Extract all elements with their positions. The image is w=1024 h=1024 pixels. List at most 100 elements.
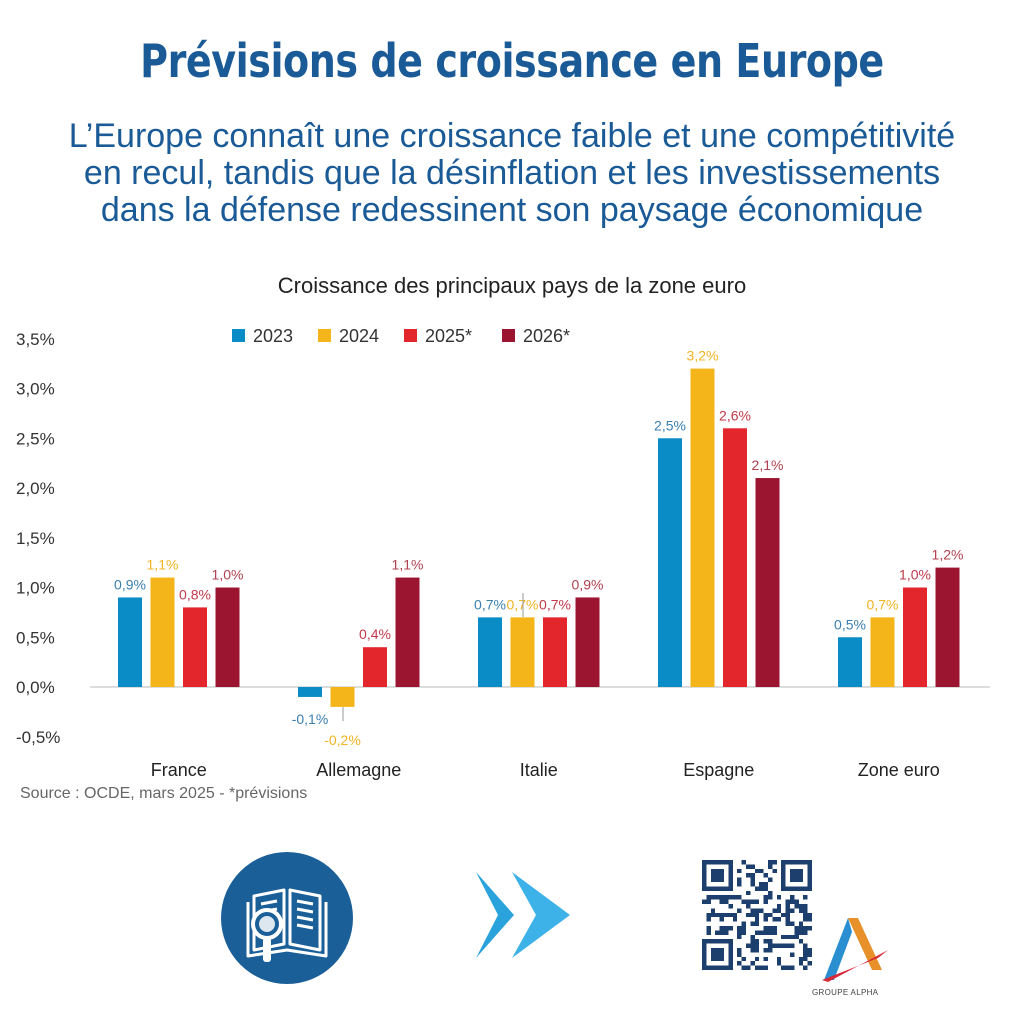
source-note: Source : OCDE, mars 2025 - *prévisions	[20, 785, 308, 802]
qr-module	[772, 917, 777, 922]
qr-module	[785, 934, 790, 940]
qr-module	[754, 917, 760, 922]
qr-module	[750, 908, 755, 913]
qr-module	[763, 873, 768, 878]
data-label: 1,2%	[932, 547, 964, 563]
y-tick-label: 1,5%	[16, 529, 55, 548]
qr-module	[807, 961, 812, 966]
data-label: 0,7%	[539, 596, 571, 612]
bar	[903, 587, 927, 687]
bar	[395, 577, 420, 687]
qr-module	[785, 908, 790, 913]
qr-module	[754, 939, 760, 944]
qr-module	[794, 904, 799, 909]
qr-module	[803, 952, 808, 957]
qr-module	[710, 895, 716, 900]
qr-module	[785, 912, 790, 918]
qr-module	[785, 943, 790, 948]
qr-module	[702, 899, 707, 904]
category-label: Zone euro	[858, 760, 940, 780]
data-label: 0,4%	[359, 626, 391, 642]
qr-module	[728, 912, 733, 918]
qr-module	[803, 917, 808, 922]
data-label: 0,5%	[834, 616, 866, 632]
qr-module	[768, 939, 773, 944]
qr-module	[750, 921, 755, 926]
qr-module	[719, 899, 724, 904]
report-badge	[221, 852, 353, 984]
legend-label: 2024	[339, 326, 379, 346]
qr-module	[746, 965, 751, 970]
legend-label: 2023	[253, 326, 293, 346]
qr-module	[715, 895, 720, 900]
qr-module	[790, 899, 795, 904]
qr-module	[732, 912, 738, 918]
qr-module	[790, 952, 795, 957]
qr-module	[807, 952, 812, 957]
qr-module	[750, 877, 755, 882]
double-chevron-right-icon	[476, 872, 570, 958]
category-label: Espagne	[683, 760, 754, 780]
bar	[510, 617, 535, 687]
qr-module	[763, 912, 768, 918]
qr-module	[785, 917, 790, 922]
qr-module	[768, 926, 773, 931]
qr-module	[798, 961, 804, 966]
qr-module	[759, 868, 764, 874]
y-tick-label: 0,0%	[16, 678, 55, 697]
qr-module	[706, 930, 711, 935]
bar	[118, 597, 142, 687]
qr-module	[790, 934, 795, 940]
qr-module	[776, 961, 782, 966]
qr-module	[798, 930, 804, 935]
qr-module	[746, 864, 751, 869]
qr-module	[790, 908, 795, 913]
qr-module	[710, 908, 716, 913]
qr-module	[768, 877, 773, 882]
qr-module	[763, 886, 768, 891]
qr-module	[763, 895, 768, 900]
qr-module	[737, 948, 742, 953]
qr-module	[768, 890, 773, 896]
qr-module	[746, 890, 751, 896]
data-label: 3,2%	[687, 348, 719, 364]
qr-module	[794, 899, 799, 904]
qr-module	[741, 956, 746, 962]
qr-module	[803, 943, 808, 948]
qr-module	[715, 930, 720, 935]
qr-module	[737, 952, 742, 957]
qr-module	[754, 943, 760, 948]
qr-module	[741, 965, 746, 970]
legend-swatch	[318, 329, 331, 342]
qr-module	[715, 912, 720, 918]
qr-module	[706, 926, 711, 931]
qr-module	[741, 899, 746, 904]
qr-module	[772, 868, 777, 874]
qr-module	[768, 930, 773, 935]
category-label: Allemagne	[316, 760, 401, 780]
qr-module	[785, 904, 790, 909]
qr-module	[781, 943, 786, 948]
qr-module	[785, 965, 790, 970]
legend-swatch	[404, 329, 417, 342]
bar	[543, 617, 567, 687]
qr-module	[798, 926, 804, 931]
qr-module	[728, 904, 733, 909]
qr-module	[754, 912, 760, 918]
qr-module	[798, 904, 804, 909]
qr-module	[803, 904, 808, 909]
qr-module	[807, 917, 812, 922]
qr-module	[798, 956, 804, 962]
qr-module	[768, 864, 773, 869]
qr-module	[772, 926, 777, 931]
qr-module	[794, 934, 799, 940]
qr-module	[732, 895, 738, 900]
qr-module	[803, 930, 808, 935]
qr-module	[719, 917, 724, 922]
book-magnifier-icon	[246, 888, 328, 962]
qr-module	[737, 926, 742, 931]
qr-module	[790, 943, 795, 948]
logo-text: GROUPE ALPHA	[812, 988, 879, 997]
qr-module	[768, 895, 773, 900]
data-label: 1,0%	[899, 567, 931, 583]
